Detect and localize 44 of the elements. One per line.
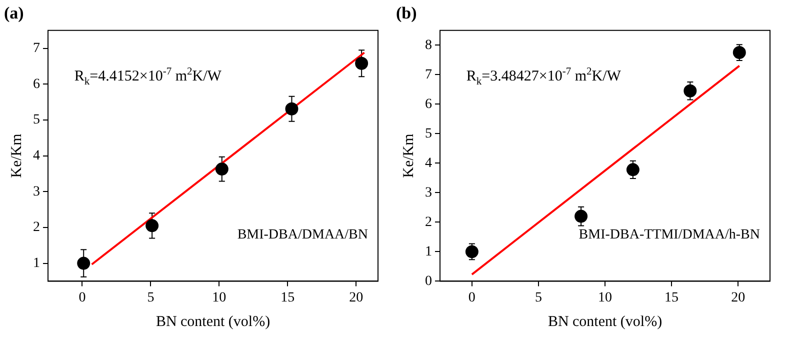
x-tick-label: 20 xyxy=(731,290,746,306)
chart-title: (a) xyxy=(4,4,24,23)
x-axis-title: BN content (vol%) xyxy=(548,314,662,330)
point xyxy=(626,163,640,176)
y-tick-label: 0 xyxy=(425,274,432,289)
x-tick-label: 5 xyxy=(534,290,542,306)
x-tick-label: 20 xyxy=(349,290,364,306)
y-tick-label: 5 xyxy=(425,126,432,142)
point xyxy=(684,84,697,98)
point xyxy=(146,219,159,232)
y-tick-label: 7 xyxy=(425,67,432,82)
point xyxy=(574,210,588,223)
y-tick-label: 3 xyxy=(33,184,40,200)
point xyxy=(355,56,368,70)
annotation: BMI-DBA-TTMI/DMAA/h-BN xyxy=(578,228,760,243)
point xyxy=(215,162,228,176)
x-tick-label: 5 xyxy=(147,290,154,306)
y-tick-label: 1 xyxy=(33,256,40,271)
point xyxy=(285,102,298,116)
x-tick-label: 15 xyxy=(280,290,295,306)
x-tick-label: 0 xyxy=(78,290,86,306)
y-tick-label: 4 xyxy=(33,148,40,164)
y-axis-title: Ke/Km xyxy=(8,133,25,178)
y-tick-label: 3 xyxy=(425,185,432,200)
annotation: BMI-DBA/DMAA/BN xyxy=(237,228,368,243)
y-tick-label: 5 xyxy=(33,112,40,128)
y-axis-title: Ke/Km xyxy=(400,133,417,178)
y-tick-label: 6 xyxy=(425,96,432,112)
point xyxy=(77,256,90,270)
y-tick-label: 1 xyxy=(425,244,432,260)
y-tick-label: 2 xyxy=(425,214,432,230)
x-tick-label: 15 xyxy=(664,290,679,306)
x-tick-label: 0 xyxy=(468,290,476,306)
y-tick-label: 6 xyxy=(33,76,40,92)
chart-title: (b) xyxy=(396,4,417,23)
y-tick-label: 7 xyxy=(33,40,40,56)
point xyxy=(465,245,478,258)
y-tick-label: 2 xyxy=(33,220,40,236)
point xyxy=(732,46,746,60)
x-tick-label: 10 xyxy=(212,290,226,306)
y-tick-label: 8 xyxy=(425,38,432,53)
x-tick-label: 10 xyxy=(598,290,612,306)
x-axis-title: BN content (vol%) xyxy=(156,314,270,330)
y-tick-label: 4 xyxy=(425,156,432,171)
